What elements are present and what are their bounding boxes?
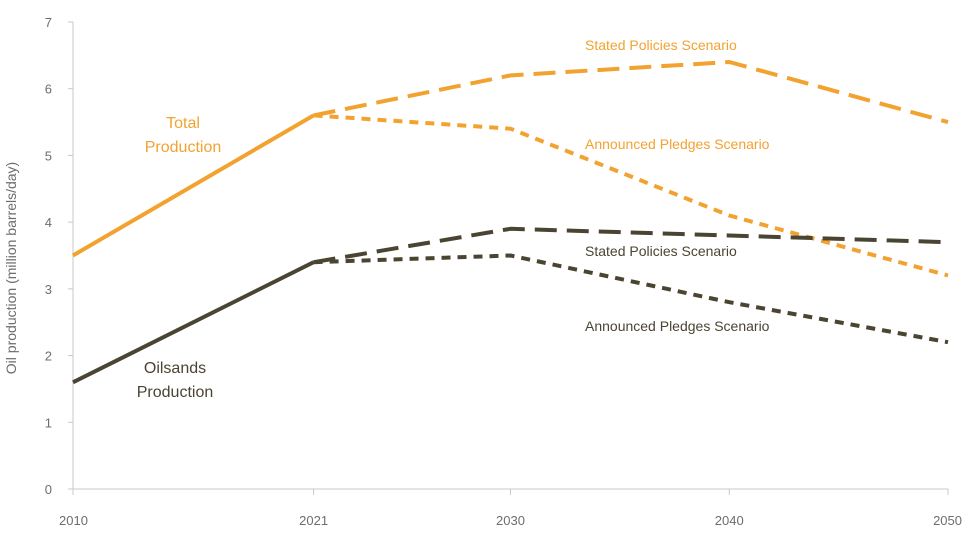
- x-tick-label: 2040: [715, 513, 744, 528]
- y-tick-label: 2: [45, 349, 52, 364]
- oilsands-solid-line: [72, 260, 315, 385]
- y-tick-label: 7: [45, 15, 52, 30]
- annotation-label: Production: [137, 384, 214, 401]
- y-tick-label: 0: [45, 482, 52, 497]
- annotation-label: Announced Pledges Scenario: [585, 136, 770, 152]
- x-tick-label: 2050: [933, 513, 962, 528]
- total-short-dash-line: [313, 113, 949, 278]
- annotation-label: Stated Policies Scenario: [585, 243, 737, 259]
- annotation-label: Stated Policies Scenario: [585, 37, 737, 53]
- y-tick-label: 4: [45, 215, 52, 230]
- total-long-dash-line: [313, 60, 949, 125]
- annotation-label: Announced Pledges Scenario: [585, 318, 770, 334]
- x-tick-label: 2021: [299, 513, 328, 528]
- y-tick-label: 1: [45, 415, 52, 430]
- annotations: Total Production Stated Policies Scenario A…: [137, 37, 770, 401]
- y-tick-label: 5: [45, 148, 52, 163]
- x-tick-label: 2030: [496, 513, 525, 528]
- oilsands-short-dash-line: [313, 253, 949, 345]
- y-tick-label: 3: [45, 282, 52, 297]
- axes: 0 1 2 3 4 5 6 7 2010 2021 2030 2040 2050: [45, 15, 962, 528]
- x-tick-label: 2010: [59, 513, 88, 528]
- y-tick-label: 6: [45, 82, 52, 97]
- annotation-label: Total: [166, 115, 200, 132]
- annotation-label: Oilsands: [144, 360, 206, 377]
- series-lines: [71, 60, 949, 385]
- y-axis-label: Oil production (million barrels/day): [3, 162, 19, 374]
- annotation-label: Production: [145, 139, 222, 156]
- oilsands-long-dash-line: [313, 226, 949, 265]
- total-solid-line: [71, 113, 315, 258]
